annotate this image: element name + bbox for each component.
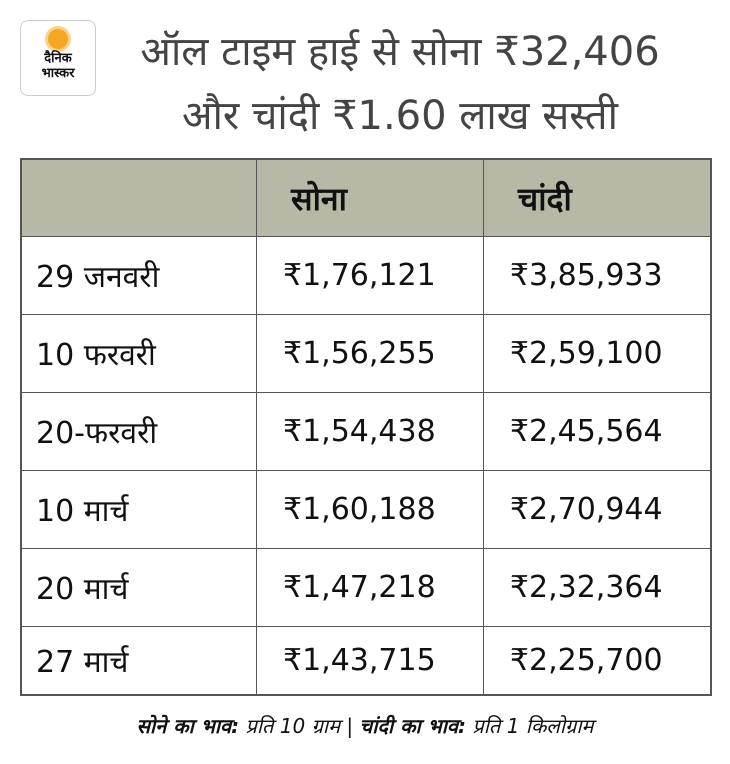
- gold-price-cell: ₹1,43,715: [256, 626, 484, 696]
- silver-price-cell: ₹2,59,100: [482, 314, 712, 393]
- header-gold: सोना: [256, 158, 484, 237]
- silver-price-cell: ₹2,25,700: [482, 626, 712, 696]
- sun-icon: [48, 29, 68, 49]
- date-cell: 10 फरवरी: [20, 314, 257, 393]
- header-silver: चांदी: [482, 158, 712, 237]
- table-row: 10 मार्च ₹1,60,188 ₹2,70,944: [20, 470, 712, 549]
- date-cell: 27 मार्च: [20, 626, 257, 696]
- gold-price-cell: ₹1,54,438: [256, 392, 484, 471]
- gold-price-cell: ₹1,76,121: [256, 236, 484, 315]
- date-cell: 29 जनवरी: [20, 236, 257, 315]
- header-date: [20, 158, 257, 237]
- date-cell: 20-फरवरी: [20, 392, 257, 471]
- gold-price-cell: ₹1,56,255: [256, 314, 484, 393]
- gold-unit: प्रति 10 ग्राम |: [239, 714, 360, 738]
- table-row: 10 फरवरी ₹1,56,255 ₹2,59,100: [20, 314, 712, 393]
- silver-label: चांदी का भाव:: [359, 714, 467, 738]
- table-row: 27 मार्च ₹1,43,715 ₹2,25,700: [20, 626, 712, 696]
- date-cell: 20 मार्च: [20, 548, 257, 627]
- price-table: सोना चांदी 29 जनवरी ₹1,76,121 ₹3,85,933 10 …: [20, 158, 712, 696]
- silver-price-cell: ₹2,45,564: [482, 392, 712, 471]
- gold-price-cell: ₹1,60,188: [256, 470, 484, 549]
- dainik-bhaskar-logo: दैनिक भास्कर: [20, 20, 96, 96]
- headline-line2: और चांदी ₹1.60 लाख सस्ती: [182, 93, 618, 139]
- date-cell: 10 मार्च: [20, 470, 257, 549]
- logo-text-line1: दैनिक: [44, 51, 72, 66]
- silver-price-cell: ₹3,85,933: [482, 236, 712, 315]
- table-row: 20 मार्च ₹1,47,218 ₹2,32,364: [20, 548, 712, 627]
- silver-price-cell: ₹2,70,944: [482, 470, 712, 549]
- table-row: 29 जनवरी ₹1,76,121 ₹3,85,933: [20, 236, 712, 315]
- footnote: सोने का भाव: प्रति 10 ग्राम | चांदी का भ…: [0, 712, 730, 739]
- table-row: 20-फरवरी ₹1,54,438 ₹2,45,564: [20, 392, 712, 471]
- gold-label: सोने का भाव:: [136, 714, 240, 738]
- headline-line1: ऑल टाइम हाई से सोना ₹32,406: [140, 29, 660, 75]
- silver-price-cell: ₹2,32,364: [482, 548, 712, 627]
- table-header-row: सोना चांदी: [20, 158, 712, 237]
- logo-text-line2: भास्कर: [41, 66, 75, 81]
- silver-unit: प्रति 1 किलोग्राम: [466, 714, 594, 738]
- gold-price-cell: ₹1,47,218: [256, 548, 484, 627]
